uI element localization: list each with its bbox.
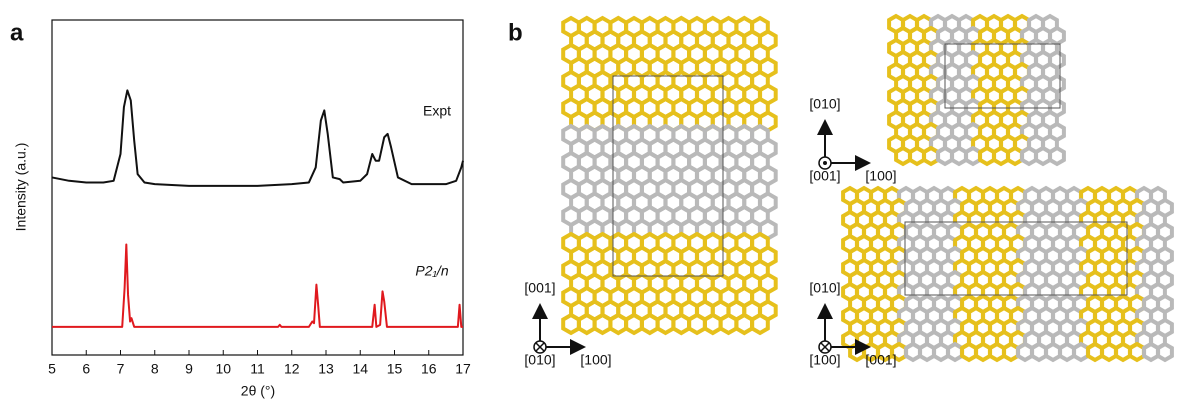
series-label: Expt bbox=[423, 103, 451, 119]
atom-ring bbox=[976, 344, 990, 360]
x-tick-label: 14 bbox=[352, 361, 368, 377]
atom-ring bbox=[642, 315, 658, 333]
series-line bbox=[52, 244, 463, 326]
x-tick-label: 7 bbox=[117, 361, 125, 377]
atom-ring bbox=[689, 315, 705, 333]
atom-ring bbox=[1060, 344, 1074, 360]
x-tick-label: 15 bbox=[387, 361, 403, 377]
y-axis-title: Intensity (a.u.) bbox=[13, 143, 29, 232]
atom-ring bbox=[948, 344, 962, 360]
x-tick-label: 12 bbox=[284, 361, 300, 377]
x-tick-label: 9 bbox=[185, 361, 193, 377]
axis-label: [100] bbox=[865, 168, 896, 184]
atom-ring bbox=[626, 315, 642, 333]
x-tick-label: 16 bbox=[421, 361, 437, 377]
figure: a b 2θ (°) Intensity (a.u.) [001] [010] [1… bbox=[0, 0, 1180, 401]
atom-ring bbox=[980, 148, 994, 164]
atom-ring bbox=[705, 315, 721, 333]
atom-ring bbox=[1130, 344, 1144, 360]
atom-ring bbox=[1158, 344, 1172, 360]
structure-images bbox=[563, 16, 1172, 360]
x-tick-label: 6 bbox=[82, 361, 90, 377]
atom-ring bbox=[990, 344, 1004, 360]
atom-ring bbox=[920, 344, 934, 360]
axis-label: [001] bbox=[865, 352, 896, 368]
axis-label: [001] bbox=[809, 168, 840, 184]
atom-ring bbox=[962, 344, 976, 360]
atom-ring bbox=[910, 148, 924, 164]
axis-label: [001] bbox=[524, 280, 555, 296]
atom-ring bbox=[966, 148, 980, 164]
x-tick-label: 11 bbox=[250, 361, 265, 377]
atom-ring bbox=[924, 148, 938, 164]
atom-ring bbox=[563, 315, 579, 333]
atom-ring bbox=[1088, 344, 1102, 360]
atom-ring bbox=[721, 315, 737, 333]
plot-frame bbox=[52, 20, 463, 355]
atom-ring bbox=[1046, 344, 1060, 360]
atom-ring bbox=[1116, 344, 1130, 360]
x-axis-title: 2θ (°) bbox=[241, 383, 275, 399]
atom-ring bbox=[952, 148, 966, 164]
series-line bbox=[52, 90, 463, 185]
axis-label: [010] bbox=[809, 96, 840, 112]
panel-label: b bbox=[508, 19, 523, 46]
atom-ring bbox=[752, 315, 768, 333]
axis-label: [100] bbox=[809, 352, 840, 368]
atom-ring bbox=[1004, 344, 1018, 360]
axis-label: [010] bbox=[524, 352, 555, 368]
atom-ring bbox=[1008, 148, 1022, 164]
axis-label: [100] bbox=[580, 352, 611, 368]
atom-ring bbox=[674, 315, 690, 333]
atom-ring bbox=[1036, 148, 1050, 164]
x-tick-label: 10 bbox=[215, 361, 231, 377]
axis-label: [010] bbox=[809, 280, 840, 296]
atom-ring bbox=[994, 148, 1008, 164]
atom-ring bbox=[1102, 344, 1116, 360]
series-label: P2₁/n bbox=[415, 263, 448, 279]
atom-ring bbox=[737, 315, 753, 333]
atom-ring bbox=[906, 344, 920, 360]
atom-ring bbox=[1050, 148, 1064, 164]
x-tick-label: 5 bbox=[48, 361, 56, 377]
atom-ring bbox=[934, 344, 948, 360]
page: {"chart_data": {"type": "line", "xlabel"… bbox=[0, 0, 1180, 401]
panel-label: a bbox=[10, 19, 24, 46]
atom-ring bbox=[1032, 344, 1046, 360]
x-tick-label: 8 bbox=[151, 361, 159, 377]
atom-ring bbox=[611, 315, 627, 333]
normal-dot bbox=[823, 161, 827, 165]
atom-ring bbox=[1074, 344, 1088, 360]
atom-ring bbox=[896, 148, 910, 164]
atom-ring bbox=[1018, 344, 1032, 360]
atom-ring bbox=[1022, 148, 1036, 164]
x-tick-label: 17 bbox=[455, 361, 471, 377]
atom-ring bbox=[1144, 344, 1158, 360]
x-tick-label: 13 bbox=[318, 361, 334, 377]
atom-ring bbox=[938, 148, 952, 164]
atom-ring bbox=[658, 315, 674, 333]
atom-ring bbox=[579, 315, 595, 333]
atom-ring bbox=[595, 315, 611, 333]
